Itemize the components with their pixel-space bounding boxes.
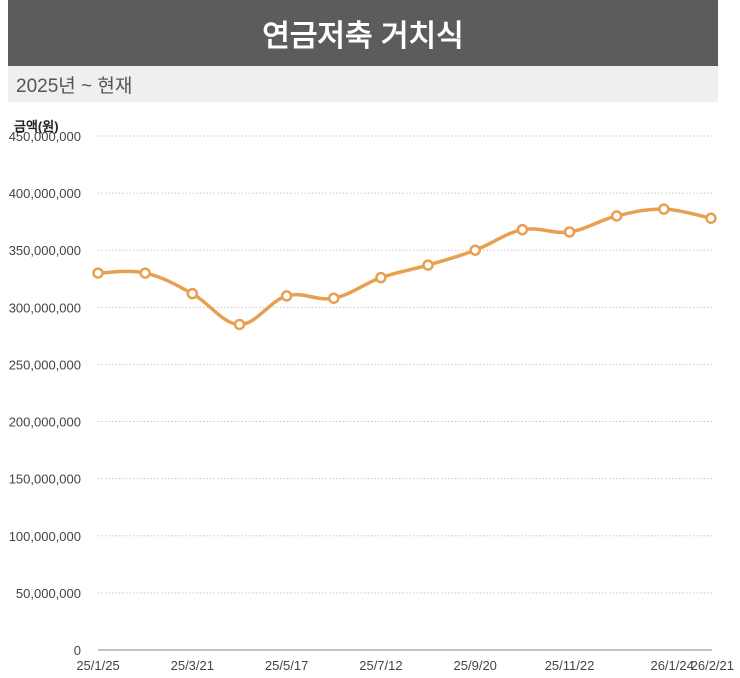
x-tick-label: 25/11/22	[545, 658, 595, 673]
data-point[interactable]	[375, 271, 387, 284]
data-point[interactable]	[328, 292, 340, 304]
x-tick-label: 25/3/21	[171, 658, 214, 673]
y-tick-label: 450,000,000	[9, 129, 81, 144]
period-label: 2025년 ~ 현재	[16, 75, 133, 97]
chart-title-bar: 연금저축 거치식	[8, 0, 718, 66]
x-tick-label: 26/1/24	[650, 658, 693, 673]
data-point[interactable]	[516, 223, 529, 236]
y-tick-label: 0	[74, 643, 81, 658]
data-point[interactable]	[469, 244, 481, 256]
x-tick-label: 25/1/25	[76, 658, 119, 673]
y-tick-label: 350,000,000	[9, 243, 81, 258]
y-tick-label: 400,000,000	[9, 186, 81, 201]
y-tick-label: 100,000,000	[9, 529, 81, 544]
data-point[interactable]	[139, 267, 151, 279]
x-tick-label: 25/5/17	[265, 658, 308, 673]
y-tick-label: 250,000,000	[9, 357, 81, 372]
data-point[interactable]	[233, 318, 246, 331]
y-axis-ticks: 0 50,000,000 100,000,000 150,000,000 200,000…	[9, 129, 81, 658]
chart-title: 연금저축 거치식	[262, 20, 464, 53]
series-group	[92, 203, 717, 331]
grid-lines	[98, 135, 712, 651]
data-point[interactable]	[92, 267, 104, 279]
data-point[interactable]	[280, 290, 293, 302]
x-tick-label: 25/9/20	[454, 658, 497, 673]
data-point[interactable]	[658, 203, 670, 215]
y-tick-label: 300,000,000	[9, 300, 81, 315]
y-tick-label: 150,000,000	[9, 472, 81, 487]
data-point[interactable]	[563, 226, 576, 238]
period-bar: 2025년 ~ 현재	[8, 66, 718, 102]
data-point[interactable]	[610, 210, 623, 222]
data-point[interactable]	[705, 212, 717, 224]
x-tick-label: 26/2/21	[691, 658, 734, 673]
y-axis-label: 금액(원)	[14, 119, 59, 134]
x-tick-label: 25/7/12	[359, 658, 402, 673]
data-point[interactable]	[422, 259, 434, 271]
data-point[interactable]	[186, 287, 199, 300]
y-tick-label: 50,000,000	[16, 586, 81, 601]
y-tick-label: 200,000,000	[9, 415, 81, 430]
x-axis-ticks: 25/1/25 25/3/21 25/5/17 25/7/12 25/9/20 25/11…	[76, 658, 734, 673]
